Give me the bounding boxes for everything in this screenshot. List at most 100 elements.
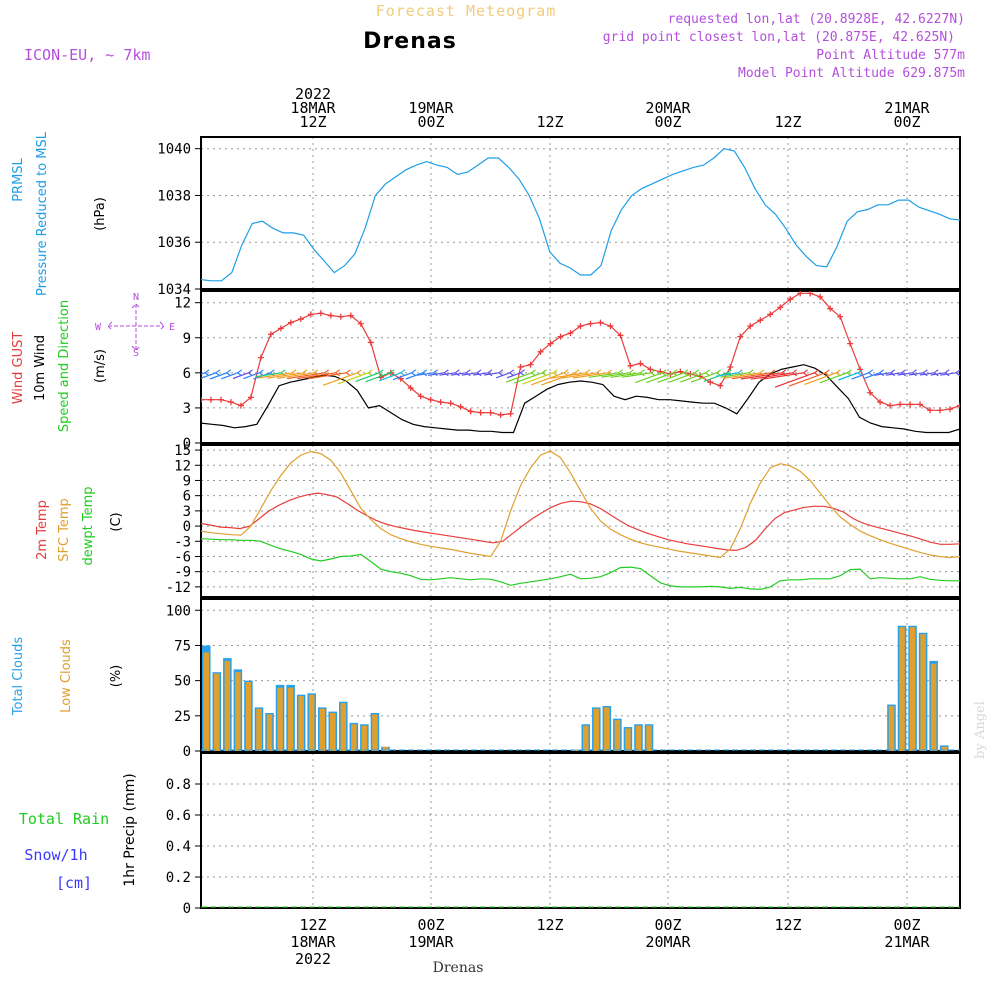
clouds-ytick-label: 25 [174,709,191,725]
temperature-ytick-label: 0 [183,519,191,535]
gust-marker [307,311,314,318]
clouds-ytick-label: 75 [174,638,191,654]
gust-marker [837,313,844,320]
clouds-bar-low [593,708,600,751]
bottom-time-label: 19MAR [408,933,454,951]
clouds-bar-low [235,672,241,751]
clouds-bar-low [256,708,262,751]
gust-marker [337,313,344,320]
gust-marker [317,310,324,317]
temperature-ytick-label: 12 [174,458,191,474]
location-title: Drenas [363,29,457,54]
gust-marker [567,330,574,337]
clouds-bar-low [224,660,231,751]
pressure-msl-label: Pressure Reduced to MSL [35,131,50,296]
wind-ytick-label: 0 [183,436,191,452]
cloud-labels: Total Clouds Low Clouds (%) [11,637,124,717]
top-time-label: 18MAR [290,99,336,117]
gust-marker [937,407,944,414]
gust-marker [927,407,934,414]
clouds-bar-low [319,708,325,751]
clouds-bar-low [340,703,347,751]
gust-marker [347,312,354,319]
pressure-ytick-label: 1036 [157,235,191,251]
clouds-bar-low [245,682,252,751]
precipitation-ytick-label: 0.4 [166,839,191,855]
gust-marker [577,323,584,330]
pressure-ytick-label: 1034 [157,282,191,298]
wind-plot-area [201,291,960,434]
clouds-bar-low [298,696,304,751]
top-time-label: 00Z [893,113,920,131]
clouds-bar-low [888,705,895,751]
gust-marker [797,291,804,297]
pressure-labels: PRMSL Pressure Reduced to MSL (hPa) [11,131,108,296]
clouds-bar-low [635,725,642,751]
clouds-frame [200,598,961,752]
gust-marker [637,360,644,367]
bottom-time-label: 12Z [774,916,801,934]
gust-marker [247,394,254,401]
gust-marker [947,406,954,413]
ms-unit-label: (m/s) [93,349,108,383]
gust-marker [237,402,244,409]
gust-marker [437,399,444,406]
gust-marker [507,410,514,417]
cm-unit-label: [cm] [56,874,92,892]
precipitation-ytick-label: 0 [183,901,191,917]
panel-precipitation: 0 0.2 0.4 0.6 0.8 [166,752,961,917]
precipitation-ytick-label: 0.6 [166,808,191,824]
clouds-bar-low [330,713,336,751]
clouds-bar-low [372,714,378,751]
compass-rose: N W E S [95,292,175,359]
panel-wind: 0 3 6 9 12 [174,290,961,452]
top-time-label: 20MAR [645,99,691,117]
bottom-time-label: 20MAR [645,933,691,951]
clouds-plot-area [201,625,960,751]
panel-clouds: 0 25 50 75 100 [166,598,961,760]
wind-labels: Wind GUST 10m Wind Speed and Direction (… [11,292,175,432]
gust-marker [267,331,274,338]
top-time-label: 00Z [417,113,444,131]
gust-marker [517,364,524,370]
clouds-bar-low [214,673,220,751]
clouds-bar-low [203,652,210,751]
clouds-ytick-label: 50 [174,674,191,690]
gust-marker [547,340,554,347]
requested-coords: requested lon,lat (20.8928E, 42.6227N) [668,12,965,27]
wind10m-label: 10m Wind [33,335,48,401]
clouds-ytick-label: 100 [166,603,191,619]
gust-marker [607,323,614,330]
temperature-ytick-label: 9 [183,473,191,489]
wind-ytick-label: 9 [183,331,191,347]
model-altitude: Model Point Altitude 629.875m [738,66,965,81]
gust-marker [297,316,304,323]
clouds-bar-low [583,725,589,751]
gust-marker [727,364,734,370]
wind-direction-arrow [940,369,960,377]
rain-label: Total Rain [19,810,109,828]
gust-marker [917,401,924,408]
gust-marker [867,389,874,396]
clouds-bar-low [361,725,368,751]
temperature-ytick-label: -12 [166,580,191,596]
temperature-ytick-label: -6 [174,549,191,565]
top-time-label: 12Z [536,113,563,131]
wind-ytick-label: 3 [183,401,191,417]
gust-marker [617,332,624,339]
gust-marker [367,339,374,346]
wind-direction-arrow [232,369,253,380]
precip-labels: Total Rain Snow/1h [cm] 1hr Precip (mm) [19,773,138,892]
top-time-label: 19MAR [408,99,454,117]
gust-marker [627,362,634,369]
clouds-bar-low [308,694,315,751]
temperature-ytick-label: 3 [183,504,191,520]
precip-unit-label: 1hr Precip (mm) [122,773,138,886]
snow-label: Snow/1h [24,846,87,864]
gust-marker [287,319,294,326]
gust-marker [527,361,534,368]
bottom-time-label: 00Z [654,916,681,934]
bottom-time-label: 2022 [295,950,331,968]
gust-marker [417,393,424,400]
